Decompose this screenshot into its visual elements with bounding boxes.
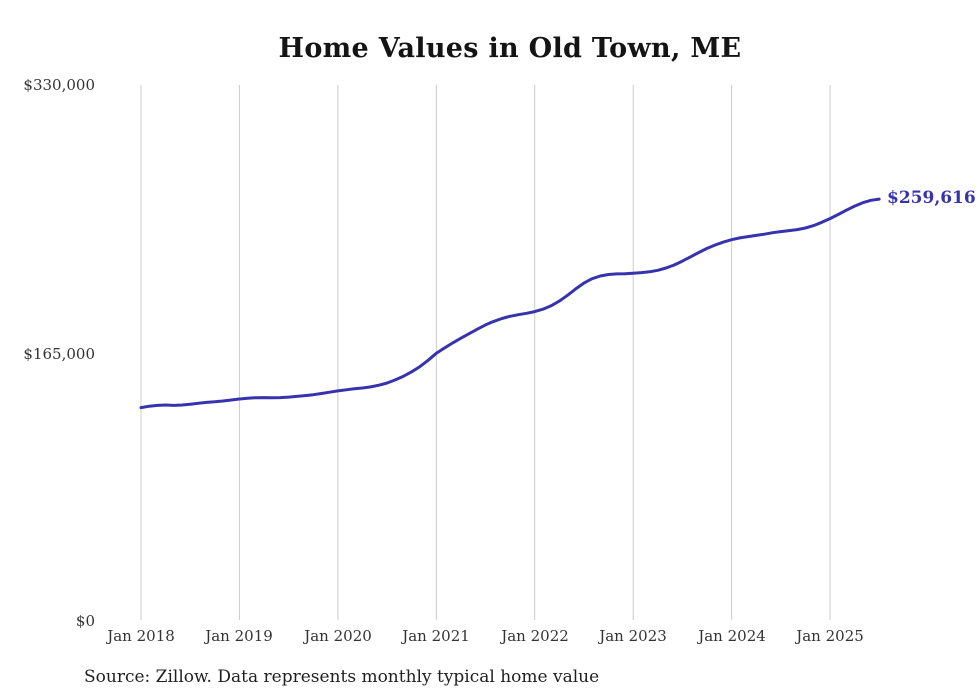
x-axis-tick-jan-2020: Jan 2020 [304,627,372,645]
source-note: Source: Zillow. Data represents monthly … [84,667,600,687]
x-axis-tick-jan-2021: Jan 2021 [402,627,470,645]
y-axis-tick-165000: $165,000 [23,345,95,363]
home-value-line [139,197,881,410]
x-axis-tick-jan-2024: Jan 2024 [698,627,766,645]
x-axis-tick-jan-2022: Jan 2022 [501,627,569,645]
x-axis-tick-jan-2019: Jan 2019 [205,627,273,645]
y-axis-tick-0: $0 [75,612,95,630]
x-axis-tick-jan-2018: Jan 2018 [107,627,175,645]
y-axis-tick-330000: $330,000 [23,76,95,94]
x-axis-tick-jan-2025: Jan 2025 [796,627,864,645]
chart-title: Home Values in Old Town, ME [278,33,742,64]
x-axis-tick-jan-2023: Jan 2023 [599,627,667,645]
end-value-label: $259,616 [887,188,976,208]
